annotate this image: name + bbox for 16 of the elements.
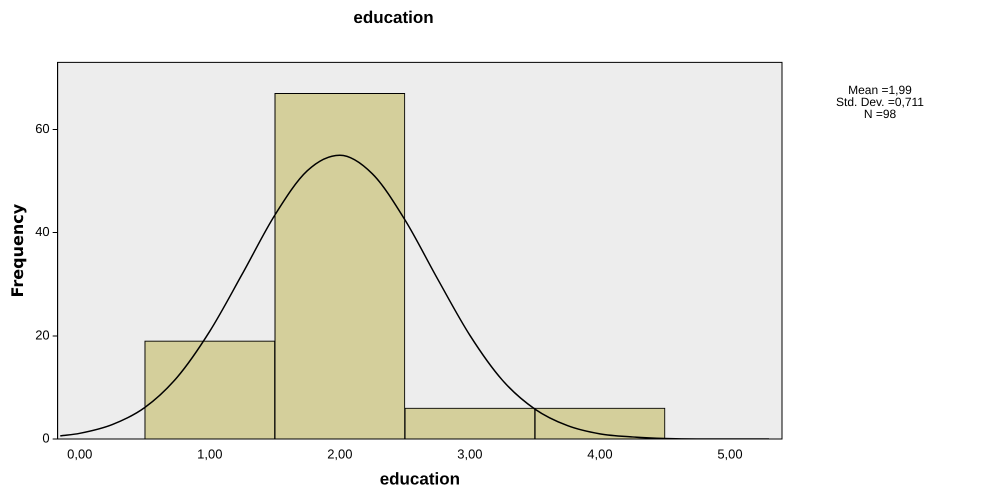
chart-title: education [353, 8, 434, 27]
x-tick-label: 3,00 [457, 446, 483, 462]
x-tick-label: 0,00 [67, 446, 92, 462]
text: Mean =1,99 [847, 83, 913, 97]
x-tick-label: 4,00 [587, 446, 613, 462]
x-tick-label: 1,00 [197, 446, 222, 462]
y-tick-label: 40 [35, 224, 50, 240]
x-tick-label: 2,00 [327, 446, 353, 462]
y-tick-label: 20 [35, 327, 50, 342]
x-tick-label: 5,00 [717, 446, 743, 462]
y-tick-label: 0 [42, 430, 50, 446]
text: Std. Dev. =0,711 [835, 95, 925, 109]
y-axis-title: Frequency [8, 203, 27, 298]
x-axis-title: education [380, 469, 460, 488]
text: N =98 [862, 107, 896, 121]
y-tick-label: 60 [35, 121, 50, 136]
